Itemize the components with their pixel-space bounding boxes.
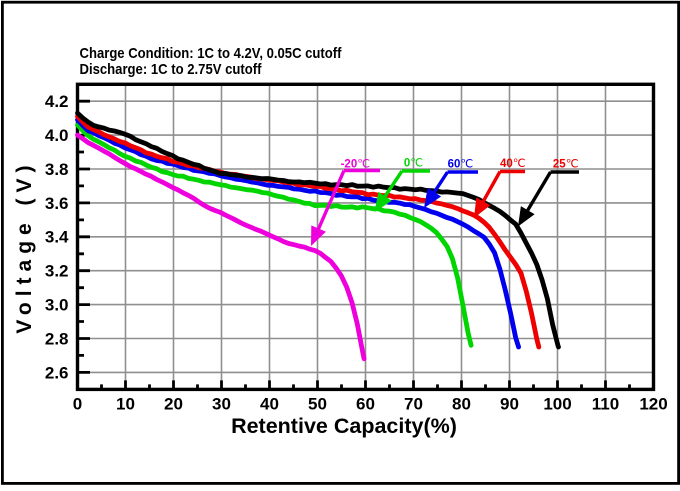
svg-text:50: 50 bbox=[308, 395, 327, 414]
svg-text:3.8: 3.8 bbox=[45, 160, 69, 179]
svg-text:40℃: 40℃ bbox=[500, 158, 526, 170]
svg-text:80: 80 bbox=[452, 395, 471, 414]
svg-text:110: 110 bbox=[592, 395, 619, 414]
svg-text:0℃: 0℃ bbox=[404, 158, 423, 170]
svg-text:0: 0 bbox=[73, 395, 82, 414]
svg-text:25℃: 25℃ bbox=[553, 159, 579, 171]
svg-text:3.6: 3.6 bbox=[45, 194, 69, 213]
svg-text:2.8: 2.8 bbox=[45, 329, 69, 348]
svg-text:60: 60 bbox=[356, 395, 375, 414]
svg-text:4.0: 4.0 bbox=[45, 126, 69, 145]
svg-text:3.2: 3.2 bbox=[45, 262, 69, 281]
svg-text:100: 100 bbox=[543, 395, 571, 414]
svg-text:2.6: 2.6 bbox=[45, 363, 69, 382]
svg-text:3.4: 3.4 bbox=[45, 228, 69, 247]
svg-text:60℃: 60℃ bbox=[448, 159, 474, 171]
svg-text:90: 90 bbox=[500, 395, 519, 414]
svg-text:20: 20 bbox=[164, 395, 183, 414]
svg-text:Charge Condition: 1C to 4.2V,: Charge Condition: 1C to 4.2V, 0.05C cuto… bbox=[80, 45, 343, 62]
svg-text:120: 120 bbox=[639, 395, 667, 414]
svg-text:-20℃: -20℃ bbox=[341, 159, 371, 171]
svg-text:Voltage (V): Voltage (V) bbox=[13, 159, 36, 333]
svg-text:3.0: 3.0 bbox=[45, 296, 69, 315]
svg-text:30: 30 bbox=[212, 395, 231, 414]
svg-text:4.2: 4.2 bbox=[45, 92, 69, 111]
svg-text:70: 70 bbox=[404, 395, 423, 414]
svg-text:Discharge: 1C to 2.75V cutoff: Discharge: 1C to 2.75V cutoff bbox=[80, 61, 263, 78]
svg-text:Retentive Capacity(%): Retentive Capacity(%) bbox=[231, 414, 457, 438]
svg-text:10: 10 bbox=[116, 395, 135, 414]
svg-text:40: 40 bbox=[260, 395, 279, 414]
